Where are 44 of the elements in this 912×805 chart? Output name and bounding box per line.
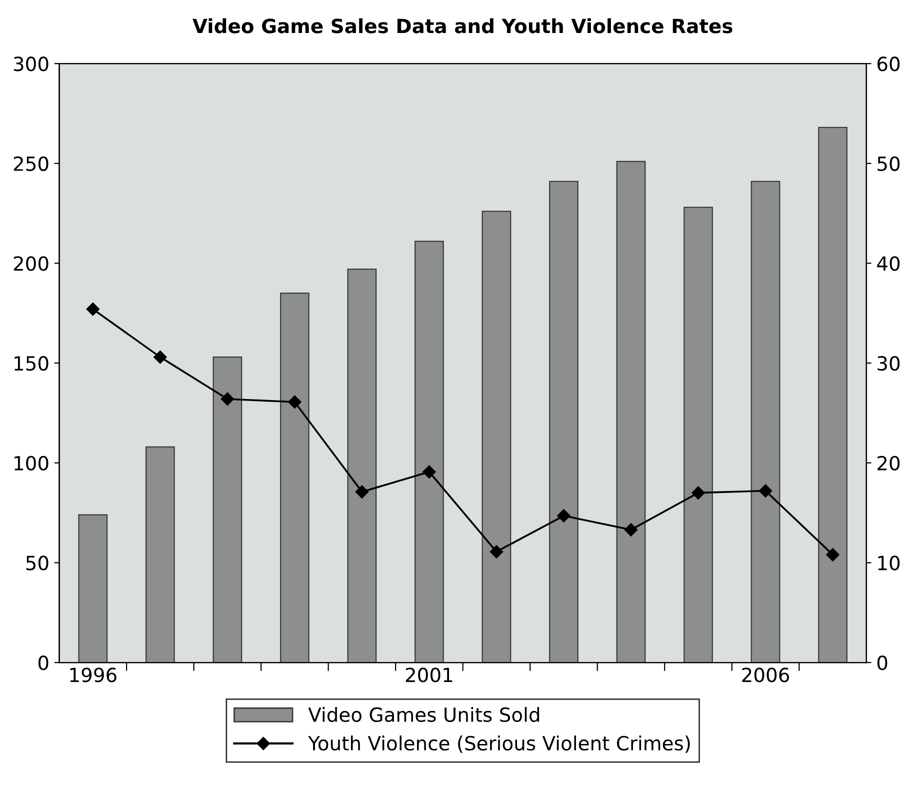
bar <box>145 446 175 663</box>
point <box>422 465 436 478</box>
y2-tick-label: 10 <box>878 556 900 570</box>
y2-tick-label: 50 <box>878 156 900 172</box>
y-tick-label: 150 <box>14 356 48 371</box>
bar <box>280 292 310 663</box>
legend-label: Video Games Units Sold <box>308 706 540 722</box>
bar <box>78 514 108 663</box>
bar <box>616 160 646 663</box>
point <box>220 392 234 406</box>
point <box>624 523 638 536</box>
y-tick-label: 250 <box>14 156 48 172</box>
bar <box>212 356 242 663</box>
y-tick-label: 0 <box>38 655 48 670</box>
y2-tick-label: 0 <box>877 655 888 670</box>
chart-title: Video Game Sales Data and Youth Violence Rates <box>192 18 732 34</box>
x-tick-label: 2001 <box>406 668 452 682</box>
point <box>557 509 570 522</box>
bar <box>549 180 578 663</box>
point <box>86 302 100 316</box>
y-tick-label: 300 <box>14 56 48 72</box>
y2-tick-label: 60 <box>877 56 900 72</box>
bar <box>347 268 377 663</box>
bar <box>684 206 713 663</box>
point <box>758 484 772 498</box>
bar <box>482 210 512 663</box>
bar <box>414 240 444 663</box>
legend-label: Youth Violence (Serious Violent Crimes) <box>308 736 690 753</box>
point <box>355 485 369 498</box>
y2-tick-label: 40 <box>877 256 900 271</box>
point <box>490 545 504 558</box>
bar <box>750 180 780 663</box>
bar <box>818 126 848 663</box>
x-tick-label: 1996 <box>70 668 116 682</box>
point <box>692 486 705 500</box>
y2-tick-label: 30 <box>878 356 900 371</box>
y2-tick-label: 20 <box>878 456 900 471</box>
x-tick-label: 2006 <box>742 668 790 682</box>
point <box>288 395 302 409</box>
y-tick-label: 200 <box>14 256 48 271</box>
point <box>154 350 167 364</box>
y-tick-label: 50 <box>26 556 48 570</box>
y-tick-label: 100 <box>14 456 48 471</box>
point <box>826 548 840 562</box>
